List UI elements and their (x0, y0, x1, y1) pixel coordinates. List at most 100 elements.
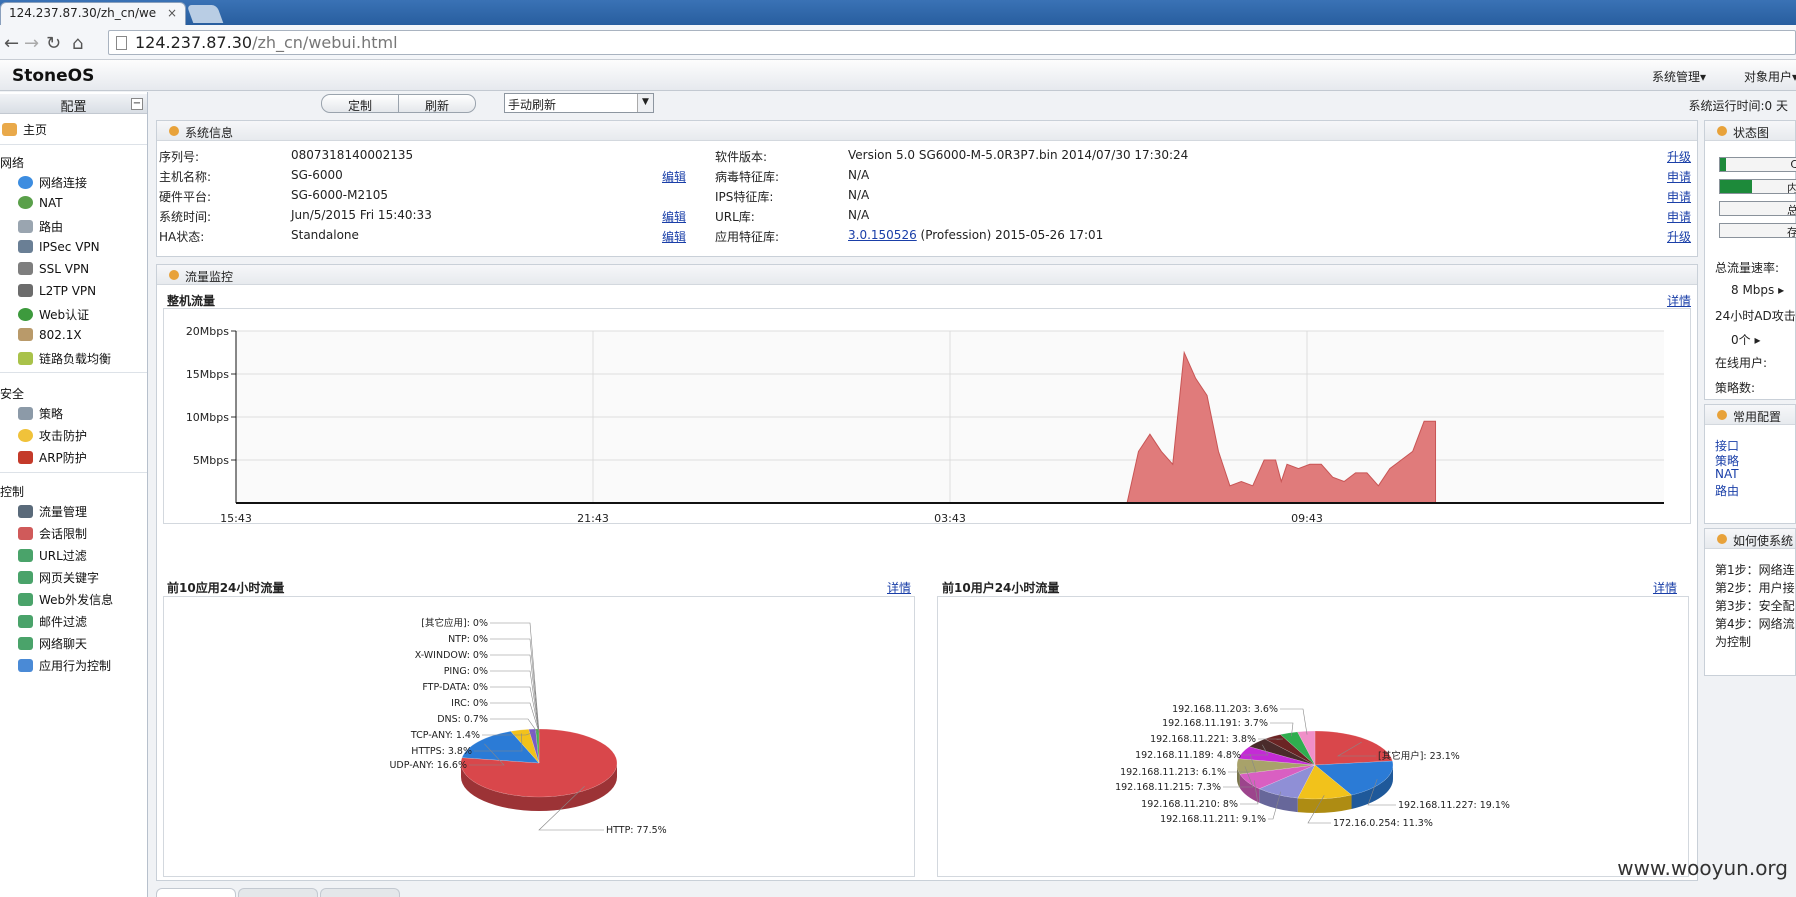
panel-title: 常用配置 (1733, 410, 1782, 424)
action-link[interactable]: 申请 (1667, 190, 1692, 204)
pie-label: [其它应用]: 0% (421, 617, 488, 629)
sidebar-item-l2tp-vpn[interactable]: L2TP VPN (18, 284, 96, 298)
edit-link[interactable]: 编辑 (662, 170, 687, 184)
sidebar-title: 配置 (60, 100, 87, 115)
collapse-icon[interactable]: − (131, 98, 143, 110)
forward-icon[interactable]: → (24, 33, 40, 54)
info-value-suffix: (Profession) 2015-05-26 17:01 (916, 228, 1104, 242)
sidebar-item-ipsec-vpn[interactable]: IPSec VPN (18, 240, 100, 254)
pie-leader-line (490, 686, 540, 733)
sidebar-item-label: IPSec VPN (39, 240, 100, 254)
quick-link-interface[interactable]: 接口 (1715, 439, 1740, 453)
quick-link-nat[interactable]: NAT (1715, 467, 1739, 481)
watermark: www.wooyun.org (1617, 856, 1788, 880)
action-link[interactable]: 申请 (1667, 170, 1692, 184)
sidebar-item-im-chat[interactable]: 网络聊天 (18, 635, 87, 652)
bullet-icon (1717, 126, 1727, 136)
sidebar-item-url-filter[interactable]: URL过滤 (18, 547, 87, 564)
quick-link-policy[interactable]: 策略 (1715, 454, 1740, 468)
sidebar-item-home[interactable]: 主页 (2, 121, 47, 138)
menu-object-user[interactable]: 对象用户▾ (1744, 70, 1796, 84)
app-signature-version-link[interactable]: 3.0.150526 (848, 228, 917, 242)
pie-chart-users-svg: [其它用户]: 23.1% 192.168.11.227: 19.1% 172.16… (1115, 704, 1510, 829)
area-chart-svg: 20Mbps 15Mbps 10Mbps 5Mbps 15:43 21:43 03:43 09… (186, 325, 1664, 525)
sidebar-item-traffic-management[interactable]: 流量管理 (18, 503, 87, 520)
info-label: 序列号: (159, 150, 200, 164)
browser-tabbar: 124.237.87.30/zh_cn/we × (0, 0, 1796, 25)
close-tab-icon[interactable]: × (166, 6, 177, 20)
pie-leader-line (1280, 708, 1308, 735)
ad-attack-value[interactable]: 0个 ▸ (1731, 333, 1761, 347)
sidebar-item-nat[interactable]: NAT (18, 196, 63, 210)
sidebar-item-app-control[interactable]: 应用行为控制 (18, 657, 111, 674)
action-link[interactable]: 升级 (1667, 230, 1692, 244)
sidebar-item-mail-filter[interactable]: 邮件过滤 (18, 613, 87, 630)
pie-label: NTP: 0% (448, 634, 488, 645)
sidebar-item-link-load-balance[interactable]: 链路负载均衡 (18, 350, 111, 367)
brand-logo: StoneOS (12, 66, 95, 86)
reload-icon[interactable]: ↻ (46, 33, 62, 54)
sidebar-item-web-outbound[interactable]: Web外发信息 (18, 591, 113, 608)
sidebar-group-network: 网络 (0, 156, 25, 170)
sidebar-item-network-connection[interactable]: 网络连接 (18, 174, 87, 191)
edit-link[interactable]: 编辑 (662, 210, 687, 224)
refresh-button[interactable]: 刷新 (398, 94, 476, 113)
status-bar: C (1719, 157, 1796, 172)
vpn-icon (18, 284, 33, 297)
new-tab-button[interactable] (186, 5, 224, 23)
refresh-mode-select[interactable]: 手动刷新 ▼ (504, 93, 654, 113)
pie-slice-side (1297, 795, 1352, 813)
bottom-tab[interactable] (238, 888, 318, 897)
total-rate-value[interactable]: 8 Mbps ▸ (1731, 283, 1785, 297)
policy-count-label: 策略数: (1715, 381, 1756, 395)
customize-button[interactable]: 定制 (321, 94, 399, 113)
menu-system-management[interactable]: 系统管理▾ (1652, 70, 1707, 84)
home-icon[interactable]: ⌂ (72, 33, 84, 54)
traffic-icon (18, 505, 33, 518)
action-link[interactable]: 升级 (1667, 150, 1692, 164)
sidebar-item-web-keyword[interactable]: 网页关键字 (18, 569, 99, 586)
address-bar[interactable]: 124.237.87.30/zh_cn/webui.html (108, 30, 1796, 55)
top-users-detail-link[interactable]: 详情 (1652, 581, 1677, 595)
divider (0, 144, 147, 145)
session-icon (18, 527, 33, 540)
chevron-down-icon: ▼ (637, 94, 653, 112)
edit-link[interactable]: 编辑 (662, 230, 687, 244)
pie-slice-side (1237, 765, 1240, 789)
sidebar-item-session-limit[interactable]: 会话限制 (18, 525, 87, 542)
pie-leader-line (538, 786, 604, 831)
quick-link-route[interactable]: 路由 (1715, 484, 1740, 498)
sidebar-item-policy[interactable]: 策略 (18, 405, 63, 422)
pie-leader-line (490, 654, 540, 733)
sidebar-item-ssl-vpn[interactable]: SSL VPN (18, 262, 89, 276)
sidebar-group-control: 控制 (0, 485, 25, 499)
top-apps-detail-link[interactable]: 详情 (887, 581, 912, 595)
info-value: N/A (848, 188, 870, 202)
globe-icon (18, 196, 33, 209)
pie-label: X-WINDOW: 0% (415, 650, 488, 661)
sidebar-item-attack-defense[interactable]: 攻击防护 (18, 427, 87, 444)
pie-slice (1314, 730, 1393, 766)
common-config-panel: 常用配置 接口 策略 NAT 路由 (1704, 404, 1796, 524)
bottom-tab[interactable] (320, 888, 400, 897)
pie-slice (528, 728, 540, 764)
sidebar-item-label: NAT (39, 196, 63, 210)
pie-slice (1236, 758, 1316, 775)
action-link[interactable]: 申请 (1667, 210, 1692, 224)
pie-label: 172.16.0.254: 11.3% (1333, 818, 1433, 829)
browser-tab[interactable]: 124.237.87.30/zh_cn/we × (0, 2, 186, 25)
y-tick-label: 15Mbps (186, 368, 229, 381)
sidebar-item-arp-defense[interactable]: ARP防护 (18, 449, 87, 466)
sidebar-item-web-auth[interactable]: Web认证 (18, 306, 89, 323)
whole-traffic-detail-link[interactable]: 详情 (1666, 294, 1691, 308)
sidebar-item-8021x[interactable]: 802.1X (18, 328, 82, 342)
pie-leader-line (490, 718, 538, 733)
pie-leader-line (1228, 753, 1257, 773)
status-bar-text: 内 (1787, 182, 1796, 193)
bottom-tab[interactable] (156, 888, 236, 897)
top-apps-title: 前10应用24小时流量 (167, 581, 285, 595)
back-icon[interactable]: ← (4, 33, 20, 54)
sidebar-item-route[interactable]: 路由 (18, 218, 63, 235)
info-label: IPS特征库: (715, 190, 774, 204)
pie-label: PING: 0% (444, 666, 488, 677)
